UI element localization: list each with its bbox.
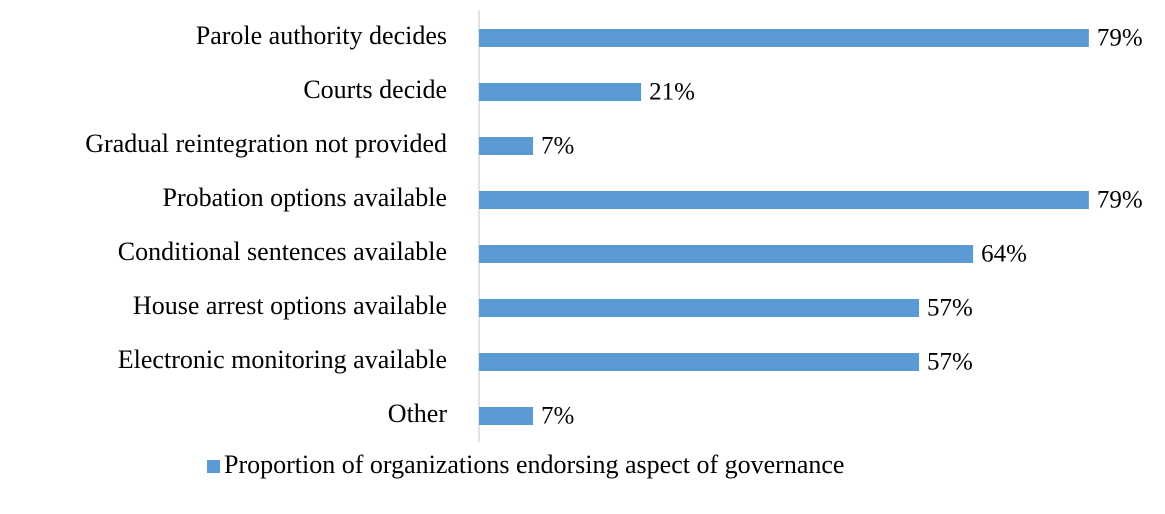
y-tick-label: Courts decide — [303, 75, 447, 104]
data-label: 64% — [981, 241, 1027, 268]
y-tick-label: Probation options available — [162, 183, 447, 212]
data-label: 21% — [649, 79, 695, 106]
legend-label: Proportion of organizations endorsing as… — [224, 450, 844, 479]
y-tick-label: House arrest options available — [133, 291, 447, 320]
bar — [479, 191, 1089, 209]
bar — [479, 353, 920, 371]
bar — [479, 83, 642, 101]
bar — [479, 29, 1089, 47]
data-label: 79% — [1097, 25, 1143, 52]
legend-swatch — [207, 460, 220, 473]
bar — [479, 137, 534, 155]
y-tick-label: Electronic monitoring available — [118, 345, 447, 374]
data-label: 7% — [541, 133, 574, 160]
bar — [479, 299, 920, 317]
y-tick-label: Gradual reintegration not provided — [85, 129, 447, 158]
data-label: 57% — [927, 349, 973, 376]
data-label: 57% — [927, 295, 973, 322]
y-tick-label: Conditional sentences available — [118, 237, 447, 266]
y-tick-label: Parole authority decides — [196, 21, 447, 50]
data-label: 7% — [541, 403, 574, 430]
bar — [479, 407, 534, 425]
data-label: 79% — [1097, 187, 1143, 214]
bar — [479, 245, 974, 263]
y-tick-label: Other — [388, 399, 448, 428]
